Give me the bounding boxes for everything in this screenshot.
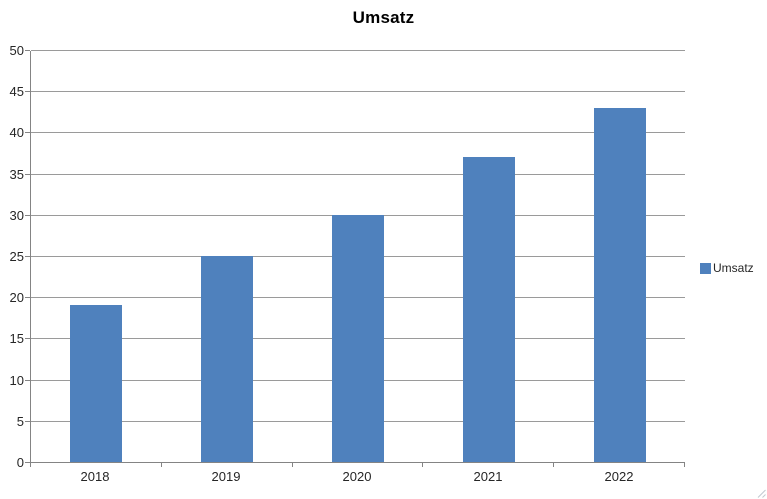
x-axis-tick bbox=[553, 462, 554, 467]
y-axis-tick-label: 40 bbox=[9, 125, 24, 140]
y-axis-tick-label: 20 bbox=[9, 290, 24, 305]
bar-2022[interactable] bbox=[594, 108, 646, 462]
chart-title[interactable]: Umsatz bbox=[352, 8, 415, 27]
resize-gripper-icon[interactable] bbox=[755, 487, 766, 498]
x-axis-tick-label: 2018 bbox=[80, 469, 110, 484]
y-axis-tick bbox=[25, 50, 30, 51]
legend[interactable]: Umsatz bbox=[700, 261, 754, 275]
bar-2018[interactable] bbox=[70, 305, 122, 462]
y-axis-tick-label: 45 bbox=[9, 84, 24, 99]
x-axis-tick bbox=[422, 462, 423, 467]
y-gridline bbox=[31, 132, 685, 134]
x-axis-tick-label: 2019 bbox=[211, 469, 241, 484]
x-axis-tick-label: 2021 bbox=[473, 469, 503, 484]
x-axis-tick-label: 2020 bbox=[342, 469, 372, 484]
y-axis-tick bbox=[25, 215, 30, 216]
x-axis-tick bbox=[684, 462, 685, 467]
x-axis-tick bbox=[161, 462, 162, 467]
y-axis-tick bbox=[25, 91, 30, 92]
y-axis-tick bbox=[25, 132, 30, 133]
y-gridline bbox=[31, 91, 685, 93]
legend-label: Umsatz bbox=[713, 261, 754, 275]
legend-series-swatch-icon bbox=[700, 262, 711, 274]
y-axis-tick-label: 35 bbox=[9, 167, 24, 182]
y-axis-tick bbox=[25, 256, 30, 257]
y-axis-tick bbox=[25, 174, 30, 175]
y-axis-tick bbox=[25, 297, 30, 298]
y-axis-tick-label: 0 bbox=[16, 455, 24, 470]
y-axis-tick-label: 25 bbox=[9, 249, 24, 264]
y-axis-tick-label: 10 bbox=[9, 373, 24, 388]
bar-2019[interactable] bbox=[201, 256, 253, 462]
y-axis-tick-label: 30 bbox=[9, 208, 24, 223]
x-axis-tick-label: 2022 bbox=[604, 469, 634, 484]
bar-2021[interactable] bbox=[463, 157, 515, 462]
y-axis-tick bbox=[25, 380, 30, 381]
y-axis-tick bbox=[25, 338, 30, 339]
y-axis-tick-label: 5 bbox=[16, 414, 24, 429]
y-axis-tick bbox=[25, 421, 30, 422]
x-axis-tick bbox=[30, 462, 31, 467]
bar-2020[interactable] bbox=[332, 215, 384, 462]
plot-area[interactable] bbox=[30, 50, 685, 463]
y-gridline bbox=[31, 50, 685, 51]
y-gridline bbox=[31, 173, 685, 175]
y-axis-tick bbox=[25, 462, 30, 463]
y-axis-tick-label: 15 bbox=[9, 331, 24, 346]
y-axis-tick-label: 50 bbox=[9, 43, 24, 58]
x-axis-tick bbox=[292, 462, 293, 467]
